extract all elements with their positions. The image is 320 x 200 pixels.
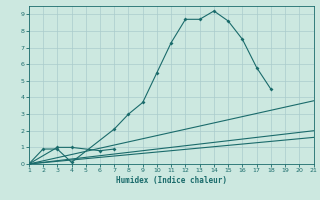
X-axis label: Humidex (Indice chaleur): Humidex (Indice chaleur) bbox=[116, 176, 227, 185]
